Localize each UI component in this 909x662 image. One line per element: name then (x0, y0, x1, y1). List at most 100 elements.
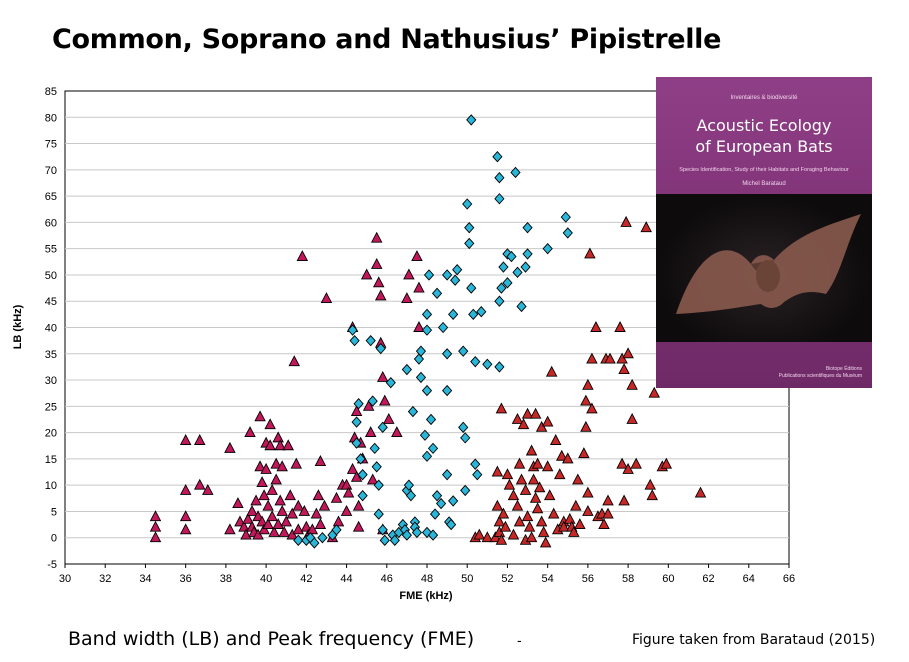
triangle-point-series-3 (501, 468, 514, 480)
diamond-point-series-2 (331, 524, 342, 536)
triangle-point-series-1 (270, 473, 282, 485)
triangle-point-series-1 (312, 489, 325, 501)
triangle-point-series-3 (614, 321, 626, 332)
diamond-point-series-2 (377, 524, 388, 536)
y-tick-label: 50 (45, 270, 57, 282)
figure-caption: Band width (LB) and Peak frequency (FME) (68, 628, 475, 650)
triangle-point-series-3 (529, 491, 542, 503)
y-tick-label: 20 (45, 428, 57, 440)
triangle-point-series-3 (533, 481, 546, 493)
triangle-point-series-3 (525, 531, 538, 543)
triangle-point-series-1 (250, 494, 262, 506)
triangle-point-series-1 (346, 462, 359, 474)
triangle-point-series-1 (149, 520, 162, 532)
diamond-point-series-2 (464, 237, 475, 250)
triangle-point-series-3 (616, 352, 628, 364)
x-tick-label: 62 (702, 573, 714, 585)
figure-source: Figure taken from Barataud (2015) (632, 632, 876, 648)
diamond-point-series-2 (369, 442, 380, 455)
triangle-point-series-3 (580, 420, 592, 432)
triangle-point-series-1 (282, 439, 294, 451)
y-tick-label: 65 (45, 191, 57, 203)
triangle-point-series-3 (535, 420, 548, 432)
triangle-point-series-3 (541, 415, 554, 427)
triangle-point-series-1 (318, 499, 331, 511)
triangle-point-series-1 (296, 250, 309, 261)
triangle-point-series-1 (320, 292, 333, 304)
diamond-point-series-2 (405, 490, 417, 502)
diamond-point-series-2 (357, 490, 368, 502)
diamond-point-series-2 (421, 450, 433, 462)
diamond-point-series-2 (494, 172, 505, 184)
triangle-point-series-3 (570, 499, 582, 511)
diamond-point-series-2 (476, 306, 487, 318)
diamond-point-series-2 (482, 358, 493, 370)
triangle-point-series-3 (640, 221, 652, 233)
diamond-point-series-2 (498, 261, 509, 273)
triangle-point-series-3 (543, 489, 556, 501)
diamond-point-series-2 (351, 437, 362, 449)
triangle-point-series-3 (507, 528, 520, 540)
diamond-point-series-2 (452, 264, 463, 276)
diamond-point-series-2 (293, 534, 304, 547)
diamond-point-series-2 (421, 384, 433, 397)
triangle-point-series-3 (531, 457, 544, 469)
triangle-point-series-1 (260, 462, 272, 474)
triangle-point-series-3 (491, 499, 504, 511)
x-tick-label: 44 (340, 573, 352, 585)
x-tick-label: 64 (743, 573, 755, 585)
triangle-point-series-1 (342, 486, 355, 498)
triangle-point-series-3 (574, 518, 586, 530)
triangle-point-series-3 (513, 515, 526, 527)
y-axis-label: LB (kHz) (12, 304, 24, 349)
triangle-point-series-1 (276, 504, 288, 516)
diamond-point-series-2 (375, 342, 386, 355)
x-tick-label: 66 (783, 573, 795, 585)
diamond-point-series-2 (415, 371, 427, 384)
y-tick-label: 0 (51, 533, 57, 545)
triangle-point-series-1 (232, 497, 244, 509)
y-tick-label: -5 (47, 559, 57, 571)
diamond-point-series-2 (309, 537, 320, 549)
triangle-point-series-1 (179, 434, 192, 445)
diamond-point-series-2 (351, 416, 362, 428)
diamond-point-series-2 (468, 308, 479, 321)
triangle-point-series-1 (310, 507, 323, 519)
diamond-point-series-2 (389, 534, 400, 547)
triangle-point-series-1 (377, 370, 389, 382)
triangle-point-series-1 (280, 515, 292, 527)
triangle-point-series-3 (582, 504, 594, 516)
triangle-point-series-3 (558, 520, 570, 532)
triangle-point-series-1 (286, 528, 299, 540)
x-tick-label: 46 (381, 573, 393, 585)
diamond-point-series-2 (446, 518, 457, 531)
triangle-point-series-1 (270, 457, 282, 469)
y-tick-label: 80 (45, 112, 57, 124)
triangle-point-series-3 (590, 321, 602, 332)
diamond-point-series-2 (460, 484, 471, 497)
diamond-point-series-2 (347, 324, 358, 336)
triangle-point-series-1 (298, 504, 311, 516)
triangle-point-series-1 (274, 439, 286, 451)
gridlines (65, 116, 789, 539)
triangle-point-series-1 (372, 276, 385, 288)
triangle-point-series-3 (493, 526, 506, 537)
triangle-point-series-3 (519, 483, 532, 495)
diamond-point-series-2 (470, 355, 481, 368)
book-publisher-line2: Publications scientifiques du Muséum (778, 373, 862, 379)
triangle-point-series-1 (202, 483, 214, 495)
triangle-point-series-1 (360, 268, 373, 280)
triangle-point-series-3 (622, 347, 634, 359)
triangle-point-series-3 (499, 520, 512, 532)
triangle-point-series-1 (370, 231, 383, 243)
diamond-point-series-2 (492, 151, 503, 163)
triangle-point-series-3 (648, 386, 661, 398)
triangle-point-series-1 (276, 460, 288, 472)
diamond-point-series-2 (466, 282, 477, 294)
triangle-point-series-3 (545, 365, 558, 377)
triangle-point-series-1 (332, 515, 345, 527)
diamond-point-series-2 (512, 266, 523, 278)
triangle-point-series-3 (626, 378, 638, 390)
diamond-point-series-2 (516, 300, 527, 313)
triangle-point-series-3 (626, 413, 638, 424)
